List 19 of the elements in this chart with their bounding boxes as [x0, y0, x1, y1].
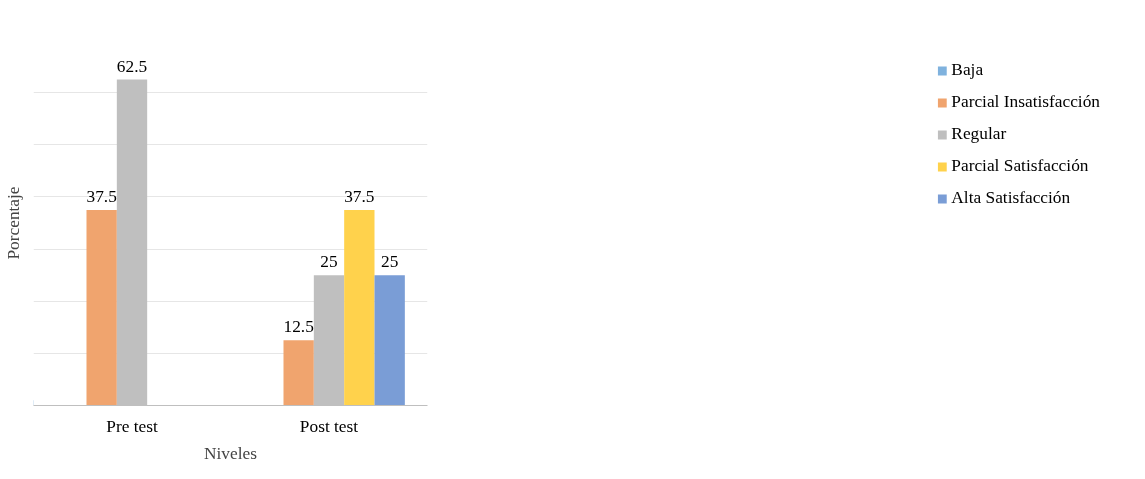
- bar: [86, 209, 117, 406]
- x-tick-label: Pre test: [106, 416, 158, 436]
- data-label: 37.5: [86, 186, 117, 206]
- bar: [283, 340, 314, 406]
- x-axis-title: Niveles: [204, 443, 258, 463]
- legend-label: Parcial Satisfacción: [951, 156, 1089, 176]
- bar: [374, 275, 405, 406]
- x-tick-label: Post test: [299, 416, 359, 436]
- data-label: 37.5: [344, 186, 375, 206]
- legend-label: Baja: [951, 60, 984, 80]
- legend-label: Regular: [951, 124, 1007, 144]
- data-label: 12.5: [283, 317, 314, 337]
- data-label: 25: [381, 252, 399, 272]
- bar: [344, 209, 375, 406]
- legend-label: Alta Satisfacción: [951, 188, 1071, 208]
- data-label: 62.5: [116, 56, 148, 76]
- data-label: 25: [320, 252, 338, 272]
- legend-label: Parcial Insatisfacción: [951, 92, 1100, 112]
- y-axis-title: Porcentaje: [3, 186, 23, 260]
